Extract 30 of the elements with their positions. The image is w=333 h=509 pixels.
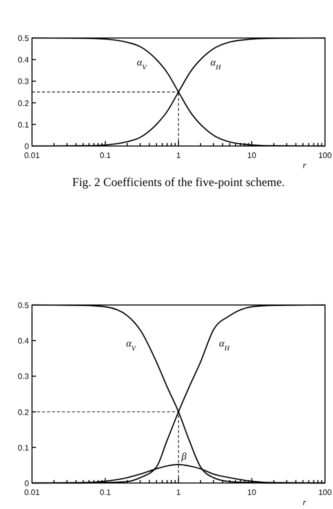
series-label: α$_{H}$ <box>219 338 230 353</box>
x-tick-label: 0.01 <box>24 488 40 497</box>
y-tick-label: 0.2 <box>18 98 30 108</box>
x-axis-title: r <box>302 160 307 170</box>
y-tick-label: 0.2 <box>18 408 30 417</box>
y-tick-label: 0.1 <box>18 120 30 130</box>
y-tick-label: 0.1 <box>18 443 30 452</box>
x-tick-label: 0.1 <box>100 488 112 497</box>
x-tick-label: 0.1 <box>100 151 112 160</box>
y-tick-label: 0 <box>24 142 30 151</box>
x-axis-title: r <box>302 497 307 507</box>
y-tick-label: 0.5 <box>18 34 30 43</box>
x-tick-label: 10 <box>247 151 257 160</box>
x-tick-label: 1 <box>176 488 182 497</box>
text: Fig. 2 Coefficients of the five-point scheme. <box>72 175 285 189</box>
y-tick-label: 0 <box>24 479 30 488</box>
y-tick-label: 0.4 <box>18 336 30 346</box>
series-label: α$_{V}$ <box>136 58 148 72</box>
y-tick-label: 0.3 <box>18 77 30 86</box>
y-tick-label: 0.3 <box>18 372 30 382</box>
x-tick-label: 100 <box>318 488 332 497</box>
series-label: α$_{H}$ <box>210 58 222 72</box>
y-tick-label: 0.4 <box>18 56 30 65</box>
series-label: β <box>180 451 186 462</box>
x-tick-label: 100 <box>318 151 332 160</box>
y-tick-label: 0.5 <box>18 301 30 310</box>
x-tick-label: 1 <box>176 151 182 160</box>
x-tick-label: 10 <box>247 488 257 497</box>
x-tick-label: 0.01 <box>24 151 40 160</box>
series-label: α$_{V}$ <box>126 338 136 353</box>
